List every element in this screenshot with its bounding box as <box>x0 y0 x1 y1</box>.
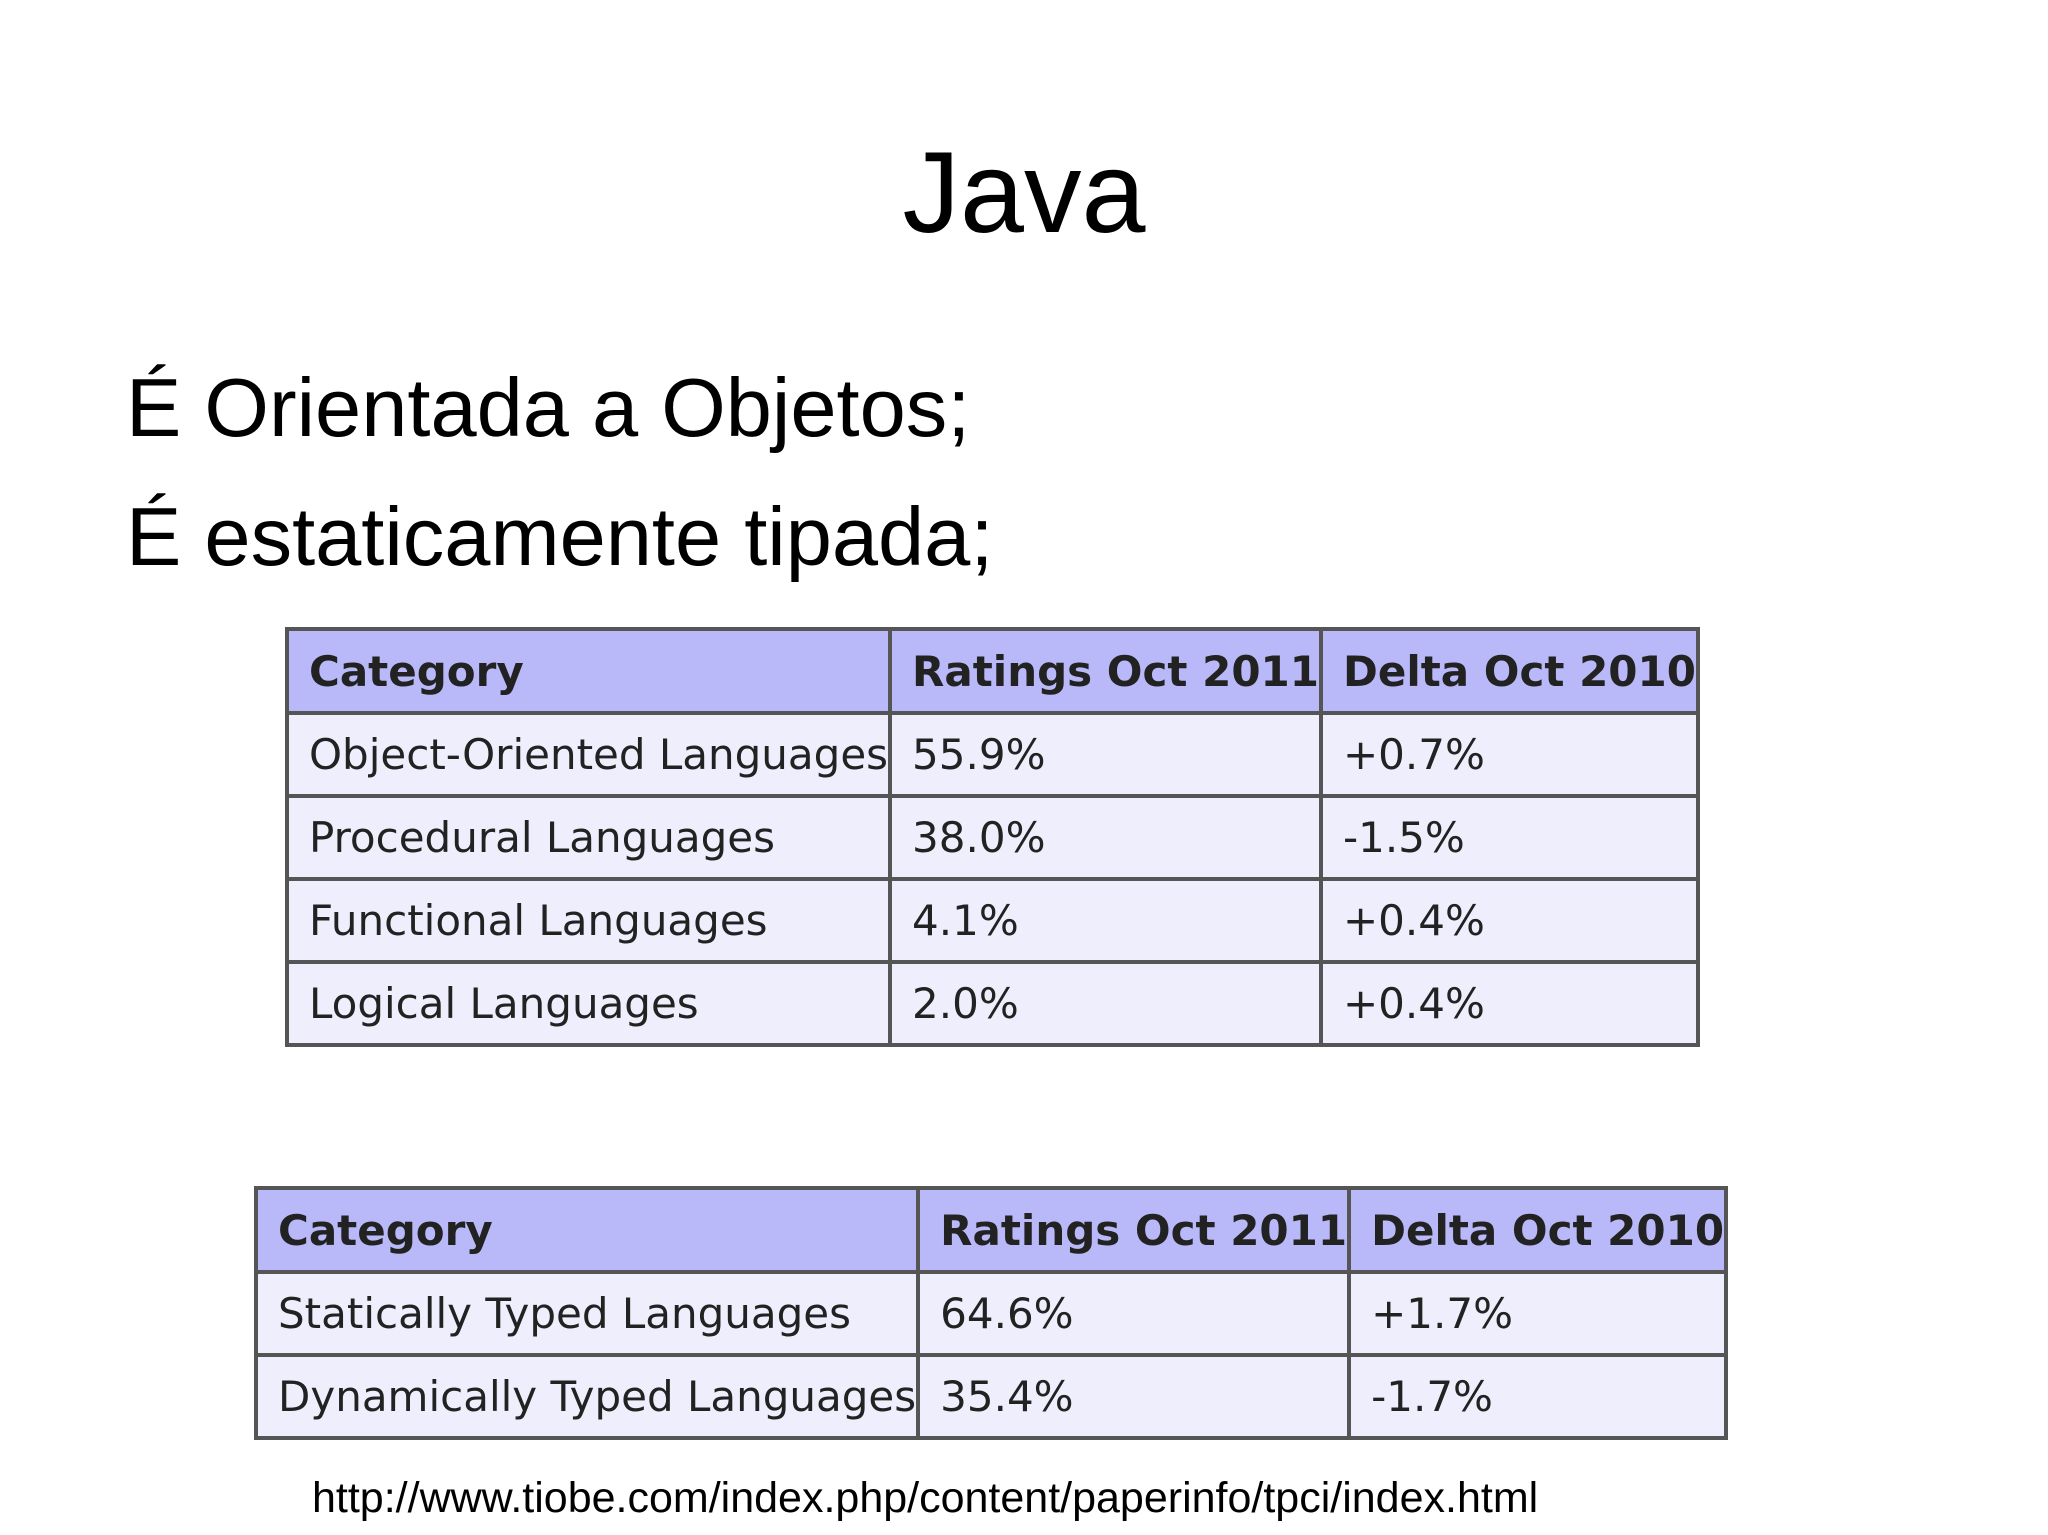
cell-delta: +0.7% <box>1318 711 1700 798</box>
cell-category: Object-Oriented Languages <box>284 711 893 798</box>
cell-rating: 35.4% <box>916 1353 1352 1440</box>
table-header-row: Category Ratings Oct 2011 Delta Oct 2010 <box>284 627 1700 715</box>
table-row: Procedural Languages 38.0% -1.5% <box>284 794 1700 881</box>
cell-delta: +0.4% <box>1318 877 1700 964</box>
table-header-row: Category Ratings Oct 2011 Delta Oct 2010 <box>253 1186 1729 1274</box>
header-delta: Delta Oct 2010 <box>1318 627 1700 715</box>
slide-title: Java <box>902 129 1146 257</box>
source-link[interactable]: http://www.tiobe.com/index.php/content/p… <box>312 1474 1539 1522</box>
cell-category: Procedural Languages <box>284 794 893 881</box>
header-category: Category <box>253 1186 921 1274</box>
cell-delta: +0.4% <box>1318 960 1700 1047</box>
cell-delta: +1.7% <box>1347 1270 1729 1357</box>
typing-ratings-table: Category Ratings Oct 2011 Delta Oct 2010… <box>253 1186 1729 1440</box>
cell-category: Dynamically Typed Languages <box>253 1353 921 1440</box>
header-delta: Delta Oct 2010 <box>1347 1186 1729 1274</box>
paradigm-ratings-table: Category Ratings Oct 2011 Delta Oct 2010… <box>284 627 1700 1047</box>
bullet-statically-typed: É estaticamente tipada; <box>126 490 994 583</box>
table-row: Logical Languages 2.0% +0.4% <box>284 960 1700 1047</box>
cell-delta: -1.7% <box>1347 1353 1729 1440</box>
table-row: Object-Oriented Languages 55.9% +0.7% <box>284 711 1700 798</box>
cell-rating: 64.6% <box>916 1270 1352 1357</box>
header-ratings: Ratings Oct 2011 <box>888 627 1323 715</box>
table-row: Functional Languages 4.1% +0.4% <box>284 877 1700 964</box>
table-row: Dynamically Typed Languages 35.4% -1.7% <box>253 1353 1729 1440</box>
cell-rating: 4.1% <box>888 877 1323 964</box>
table-row: Statically Typed Languages 64.6% +1.7% <box>253 1270 1729 1357</box>
cell-rating: 38.0% <box>888 794 1323 881</box>
cell-rating: 2.0% <box>888 960 1323 1047</box>
cell-category: Logical Languages <box>284 960 893 1047</box>
bullet-object-oriented: É Orientada a Objetos; <box>126 361 971 454</box>
header-category: Category <box>284 627 893 715</box>
cell-rating: 55.9% <box>888 711 1323 798</box>
cell-category: Functional Languages <box>284 877 893 964</box>
header-ratings: Ratings Oct 2011 <box>916 1186 1352 1274</box>
cell-delta: -1.5% <box>1318 794 1700 881</box>
cell-category: Statically Typed Languages <box>253 1270 921 1357</box>
